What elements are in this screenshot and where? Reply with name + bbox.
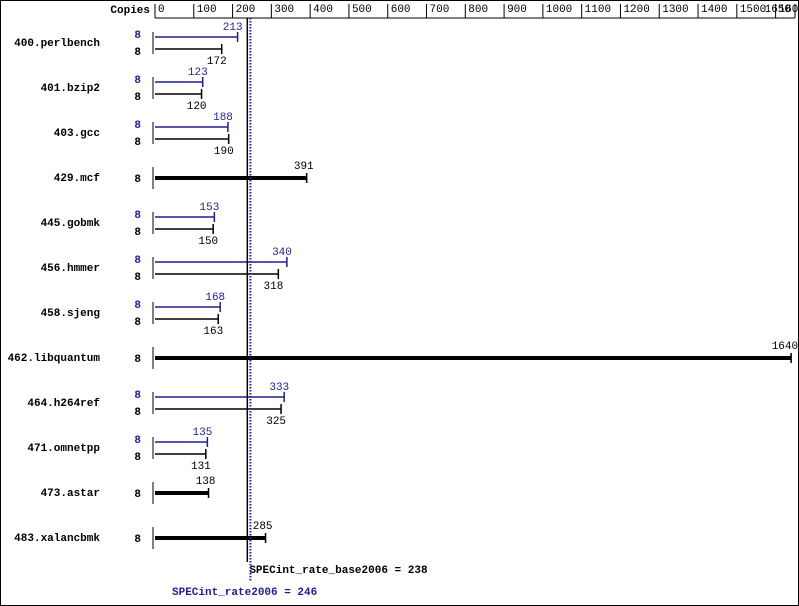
x-tick-label: 1100 [585, 4, 611, 16]
x-tick-label: 600 [391, 4, 411, 16]
value-label: 120 [187, 101, 207, 113]
category-label: 401.bzip2 [41, 83, 100, 95]
copies-label: 8 [134, 354, 141, 366]
copies-label: 8 [134, 452, 141, 464]
value-label: 168 [205, 292, 225, 304]
category-label: 403.gcc [54, 128, 100, 140]
copies-label: 8 [134, 174, 141, 186]
category-label: 462.libquantum [8, 353, 101, 365]
x-tick-label: 1600 [779, 4, 799, 16]
x-tick-label: 1200 [623, 4, 649, 16]
value-label: 172 [207, 56, 227, 68]
x-tick-label: 1400 [701, 4, 727, 16]
copies-label: 8 [134, 534, 141, 546]
value-label: 138 [196, 476, 216, 488]
value-label: 150 [198, 236, 218, 248]
copies-label: 8 [134, 435, 141, 447]
copies-label: 8 [134, 489, 141, 501]
copies-header: Copies [110, 5, 150, 17]
x-tick-label: 300 [274, 4, 294, 16]
copies-label: 8 [134, 227, 141, 239]
reference-label: SPECint_rate2006 = 246 [172, 587, 317, 599]
reference-label: SPECint_rate_base2006 = 238 [249, 565, 428, 577]
value-label: 188 [213, 112, 233, 124]
x-tick-label: 400 [313, 4, 333, 16]
x-tick-label: 1650 [765, 4, 791, 16]
value-label: 153 [200, 202, 220, 214]
category-label: 473.astar [41, 488, 100, 500]
copies-label: 8 [134, 317, 141, 329]
category-label: 456.hmmer [41, 263, 100, 275]
x-tick-label: 1300 [662, 4, 688, 16]
copies-label: 8 [134, 272, 141, 284]
value-label: 325 [266, 416, 286, 428]
value-label: 213 [223, 22, 243, 34]
copies-label: 8 [134, 137, 141, 149]
value-label: 333 [269, 382, 289, 394]
x-tick-label: 1000 [546, 4, 572, 16]
category-label: 429.mcf [54, 173, 101, 185]
copies-label: 8 [134, 210, 141, 222]
copies-label: 8 [134, 255, 141, 267]
value-label: 1640 [772, 341, 798, 353]
copies-label: 8 [134, 30, 141, 42]
category-label: 471.omnetpp [27, 443, 100, 455]
value-label: 340 [272, 247, 292, 259]
value-label: 318 [264, 281, 284, 293]
category-label: 400.perlbench [14, 38, 100, 50]
x-tick-label: 800 [468, 4, 488, 16]
x-tick-label: 1500 [740, 4, 766, 16]
value-label: 391 [294, 161, 314, 173]
copies-label: 8 [134, 92, 141, 104]
x-tick-label: 0 [158, 4, 165, 16]
value-label: 285 [253, 521, 273, 533]
copies-label: 8 [134, 300, 141, 312]
value-label: 190 [214, 146, 234, 158]
category-label: 445.gobmk [41, 218, 101, 230]
category-label: 464.h264ref [27, 398, 100, 410]
category-label: 483.xalancbmk [14, 533, 100, 545]
copies-label: 8 [134, 390, 141, 402]
x-tick-label: 700 [430, 4, 450, 16]
value-label: 123 [188, 67, 208, 79]
value-label: 131 [191, 461, 211, 473]
x-tick-label: 500 [352, 4, 372, 16]
copies-label: 8 [134, 407, 141, 419]
category-label: 458.sjeng [41, 308, 100, 320]
x-tick-label: 900 [507, 4, 527, 16]
value-label: 135 [193, 427, 213, 439]
copies-label: 8 [134, 75, 141, 87]
value-label: 163 [203, 326, 223, 338]
copies-label: 8 [134, 47, 141, 59]
x-tick-label: 100 [197, 4, 217, 16]
x-tick-label: 200 [236, 4, 256, 16]
copies-label: 8 [134, 120, 141, 132]
